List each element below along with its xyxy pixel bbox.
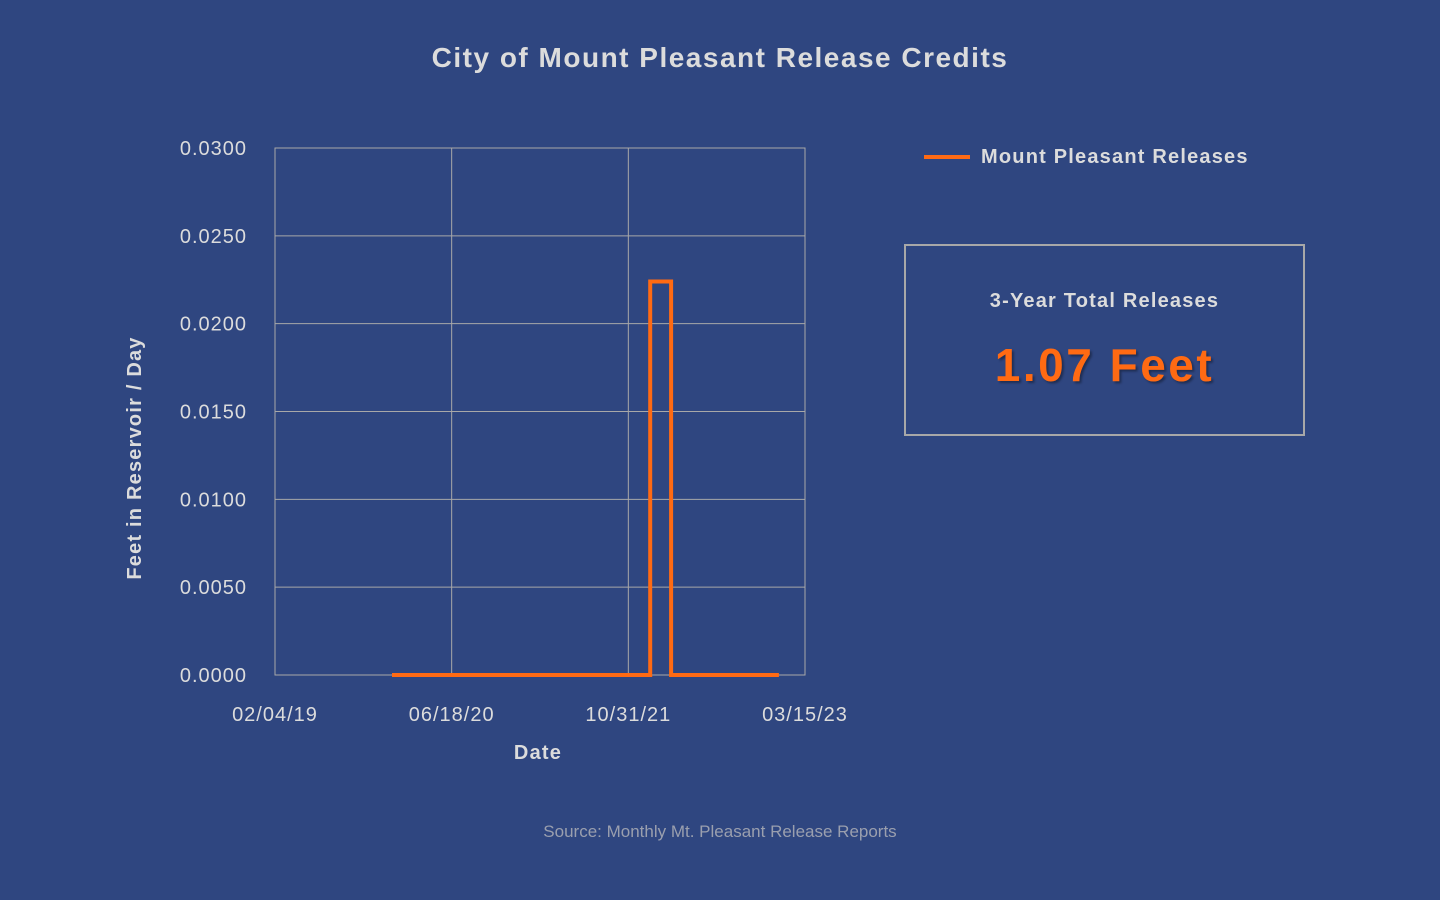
legend: Mount Pleasant Releases — [924, 144, 1249, 170]
x-tick-label: 06/18/20 — [409, 704, 495, 726]
y-axis-title: Feet in Reservoir / Day — [124, 336, 146, 579]
y-tick-label: 0.0250 — [180, 226, 247, 248]
y-tick-label: 0.0150 — [180, 402, 247, 424]
legend-swatch — [924, 155, 970, 159]
x-axis-title: Date — [514, 742, 562, 764]
x-tick-label: 03/15/23 — [762, 704, 848, 726]
y-tick-label: 0.0200 — [180, 314, 247, 336]
y-tick-label: 0.0100 — [180, 489, 247, 511]
total-releases-value: 1.07 Feet — [994, 339, 1215, 391]
total-releases-box: 3-Year Total Releases 1.07 Feet — [904, 244, 1305, 436]
y-tick-label: 0.0000 — [180, 665, 247, 687]
x-tick-label: 10/31/21 — [585, 704, 671, 726]
y-tick-label: 0.0300 — [180, 138, 247, 160]
chart-title: City of Mount Pleasant Release Credits — [431, 42, 1009, 73]
legend-label: Mount Pleasant Releases — [981, 145, 1249, 168]
total-releases-label: 3-Year Total Releases — [989, 290, 1220, 312]
y-tick-label: 0.0050 — [180, 577, 247, 599]
series-line-mount-pleasant-releases — [392, 279, 779, 677]
x-tick-label: 02/04/19 — [232, 704, 318, 726]
source-note: Source: Monthly Mt. Pleasant Release Rep… — [543, 822, 897, 841]
